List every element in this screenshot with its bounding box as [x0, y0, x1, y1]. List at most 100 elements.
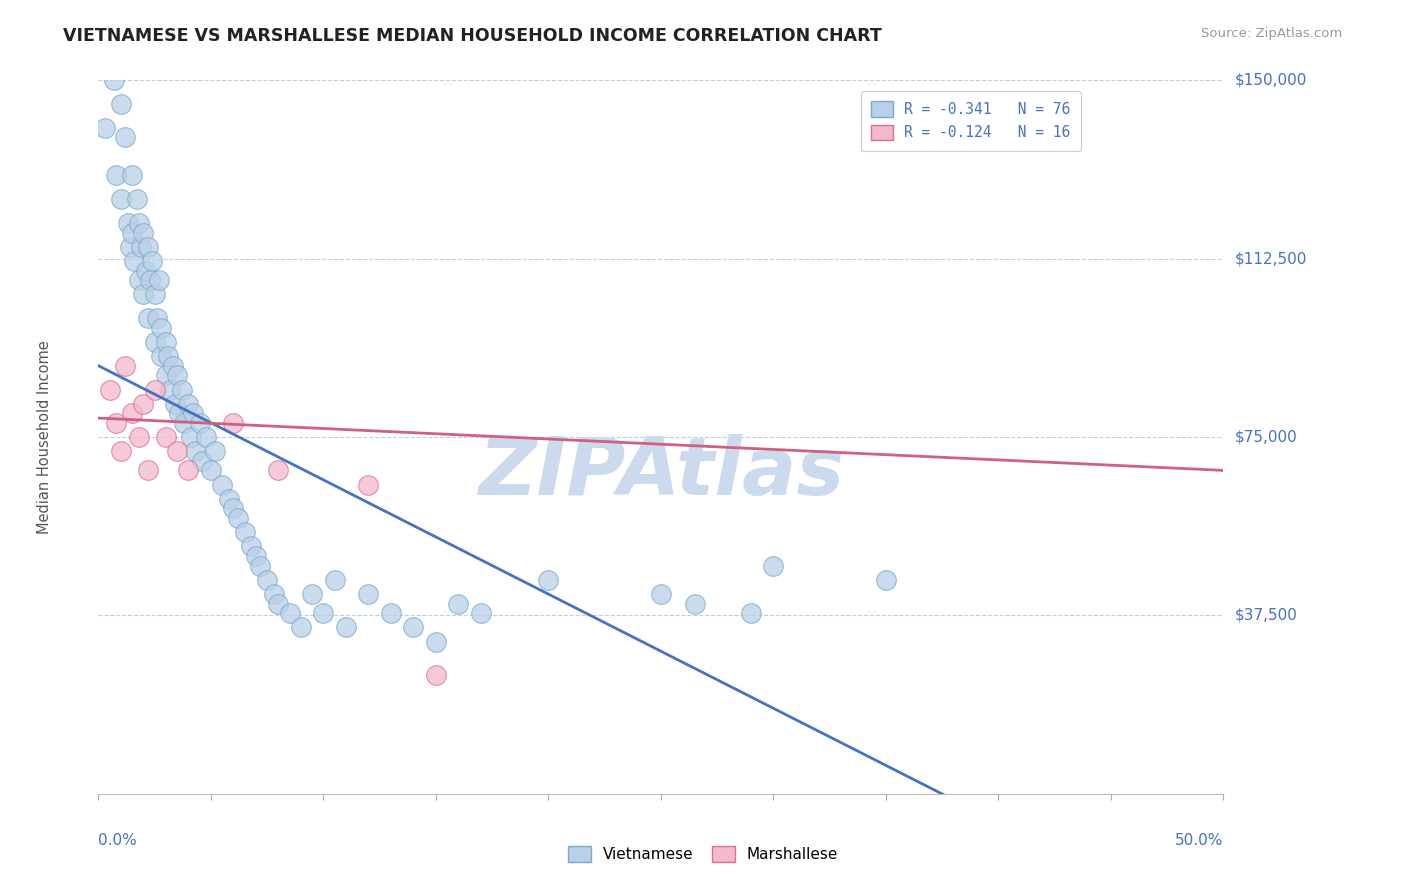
Point — [290, 620, 312, 634]
Point — [124, 254, 146, 268]
Point — [94, 120, 117, 135]
Point — [181, 406, 204, 420]
Point — [447, 597, 470, 611]
Point — [98, 383, 121, 397]
Point — [118, 240, 141, 254]
Point — [166, 368, 188, 383]
Point — [150, 349, 173, 363]
Text: Median Household Income: Median Household Income — [37, 340, 52, 534]
Text: VIETNAMESE VS MARSHALLESE MEDIAN HOUSEHOLD INCOME CORRELATION CHART: VIETNAMESE VS MARSHALLESE MEDIAN HOUSEHO… — [63, 27, 882, 45]
Point — [170, 383, 193, 397]
Point — [143, 383, 166, 397]
Point — [740, 606, 762, 620]
Point — [159, 383, 181, 397]
Point — [135, 263, 157, 277]
Point — [249, 558, 271, 573]
Point — [136, 240, 159, 254]
Text: $37,500: $37,500 — [1234, 608, 1298, 623]
Point — [218, 491, 240, 506]
Point — [136, 311, 159, 326]
Point — [683, 597, 706, 611]
Point — [267, 463, 290, 477]
Legend: Vietnamese, Marshallese: Vietnamese, Marshallese — [561, 840, 845, 868]
Point — [121, 226, 143, 240]
Point — [380, 606, 402, 620]
Point — [256, 573, 278, 587]
Point — [263, 587, 285, 601]
Point — [125, 192, 148, 206]
Point — [114, 359, 136, 373]
Point — [301, 587, 323, 601]
Point — [163, 397, 186, 411]
Point — [105, 169, 128, 183]
Point — [155, 334, 177, 349]
Point — [110, 192, 132, 206]
Point — [357, 477, 380, 491]
Point — [166, 444, 188, 458]
Point — [132, 397, 155, 411]
Point — [222, 501, 245, 516]
Point — [105, 416, 128, 430]
Point — [110, 444, 132, 458]
Point — [357, 587, 380, 601]
Text: Source: ZipAtlas.com: Source: ZipAtlas.com — [1202, 27, 1343, 40]
Point — [114, 130, 136, 145]
Point — [121, 169, 143, 183]
Point — [121, 406, 143, 420]
Point — [191, 454, 214, 468]
Point — [117, 216, 139, 230]
Point — [132, 226, 155, 240]
Point — [103, 73, 125, 87]
Point — [139, 273, 162, 287]
Point — [177, 397, 200, 411]
Point — [425, 668, 447, 682]
Point — [762, 558, 785, 573]
Legend: R = -0.341   N = 76, R = -0.124   N = 16: R = -0.341 N = 76, R = -0.124 N = 16 — [860, 91, 1081, 151]
Point — [188, 416, 211, 430]
Point — [875, 573, 897, 587]
Point — [245, 549, 267, 563]
Point — [184, 444, 207, 458]
Point — [110, 97, 132, 112]
Point — [323, 573, 346, 587]
Point — [148, 273, 170, 287]
Point — [240, 540, 263, 554]
Point — [141, 254, 163, 268]
Point — [128, 430, 150, 444]
Text: 50.0%: 50.0% — [1175, 833, 1223, 848]
Point — [129, 240, 152, 254]
Point — [226, 511, 249, 525]
Text: $75,000: $75,000 — [1234, 430, 1298, 444]
Point — [222, 416, 245, 430]
Point — [650, 587, 672, 601]
Point — [200, 463, 222, 477]
Point — [470, 606, 492, 620]
Point — [180, 430, 202, 444]
Point — [162, 359, 184, 373]
Point — [233, 525, 256, 540]
Point — [211, 477, 233, 491]
Point — [169, 406, 191, 420]
Point — [195, 430, 218, 444]
Point — [132, 287, 155, 301]
Text: $112,500: $112,500 — [1234, 252, 1306, 266]
Point — [143, 334, 166, 349]
Point — [278, 606, 301, 620]
Point — [143, 287, 166, 301]
Point — [146, 311, 169, 326]
Text: 0.0%: 0.0% — [98, 833, 138, 848]
Point — [312, 606, 335, 620]
Text: $150,000: $150,000 — [1234, 73, 1306, 87]
Point — [425, 634, 447, 648]
Point — [150, 320, 173, 334]
Point — [155, 368, 177, 383]
Point — [157, 349, 180, 363]
Point — [537, 573, 560, 587]
Point — [128, 216, 150, 230]
Point — [136, 463, 159, 477]
Text: ZIPAtlas: ZIPAtlas — [478, 434, 844, 512]
Point — [402, 620, 425, 634]
Point — [173, 416, 195, 430]
Point — [267, 597, 290, 611]
Point — [335, 620, 357, 634]
